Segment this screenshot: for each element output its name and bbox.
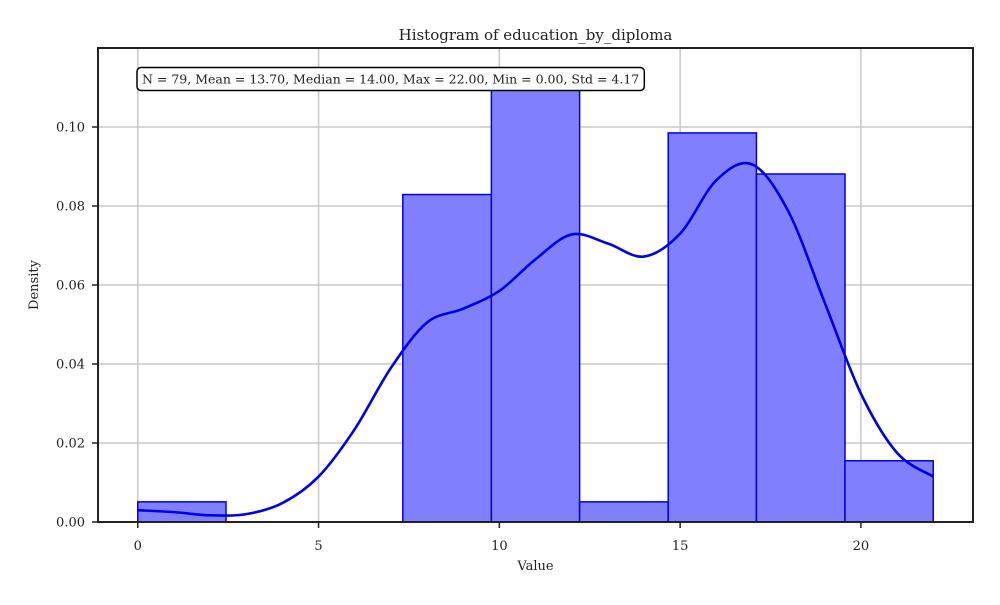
histogram-bar <box>667 132 758 523</box>
kde-curve <box>137 161 934 517</box>
chart-title: Histogram of education_by_diploma <box>399 26 673 44</box>
y-tick-label: 0.04 <box>56 358 85 373</box>
histogram-bar <box>844 460 934 523</box>
x-tick-label: 10 <box>491 539 508 554</box>
ticks-layer: 0 5 10 15 20 0.00 0.02 0.04 0.06 0.08 0.10 <box>56 121 869 555</box>
stats-text: N = 79, Mean = 13.70, Median = 14.00, Ma… <box>142 72 639 87</box>
bars-layer <box>137 78 934 523</box>
x-tick-label: 20 <box>853 539 870 554</box>
x-tick-label: 0 <box>134 539 142 554</box>
histogram-bar <box>402 193 493 523</box>
stats-box-frame <box>136 66 646 92</box>
histogram-bar <box>578 501 669 523</box>
stats-box: N = 79, Mean = 13.70, Median = 14.00, Ma… <box>136 66 646 92</box>
y-tick-label: 0.08 <box>56 200 85 215</box>
y-tick-label: 0.10 <box>56 121 85 136</box>
histogram-bar <box>755 173 846 523</box>
kde-layer <box>137 161 934 517</box>
y-tick-label: 0.06 <box>56 279 85 294</box>
x-axis-label: Value <box>516 559 553 574</box>
y-axis-label: Density <box>27 259 42 310</box>
y-tick-label: 0.02 <box>56 437 85 452</box>
x-tick-label: 5 <box>314 539 322 554</box>
histogram-bar <box>490 78 581 523</box>
x-tick-label: 15 <box>672 539 689 554</box>
y-tick-label: 0.00 <box>56 516 85 531</box>
